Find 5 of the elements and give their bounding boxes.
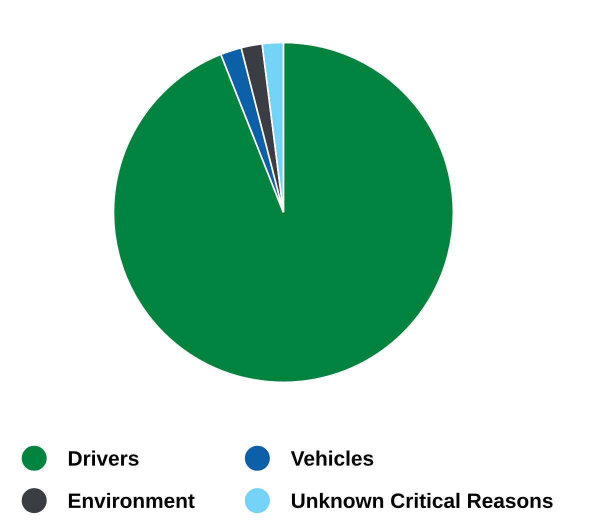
- legend-label: Environment: [68, 492, 195, 508]
- legend-label: Vehicles: [290, 450, 374, 466]
- legend-label: Unknown Critical Reasons: [292, 492, 553, 508]
- pie-slice: [112, 42, 454, 384]
- legend-label: Drivers: [68, 450, 138, 466]
